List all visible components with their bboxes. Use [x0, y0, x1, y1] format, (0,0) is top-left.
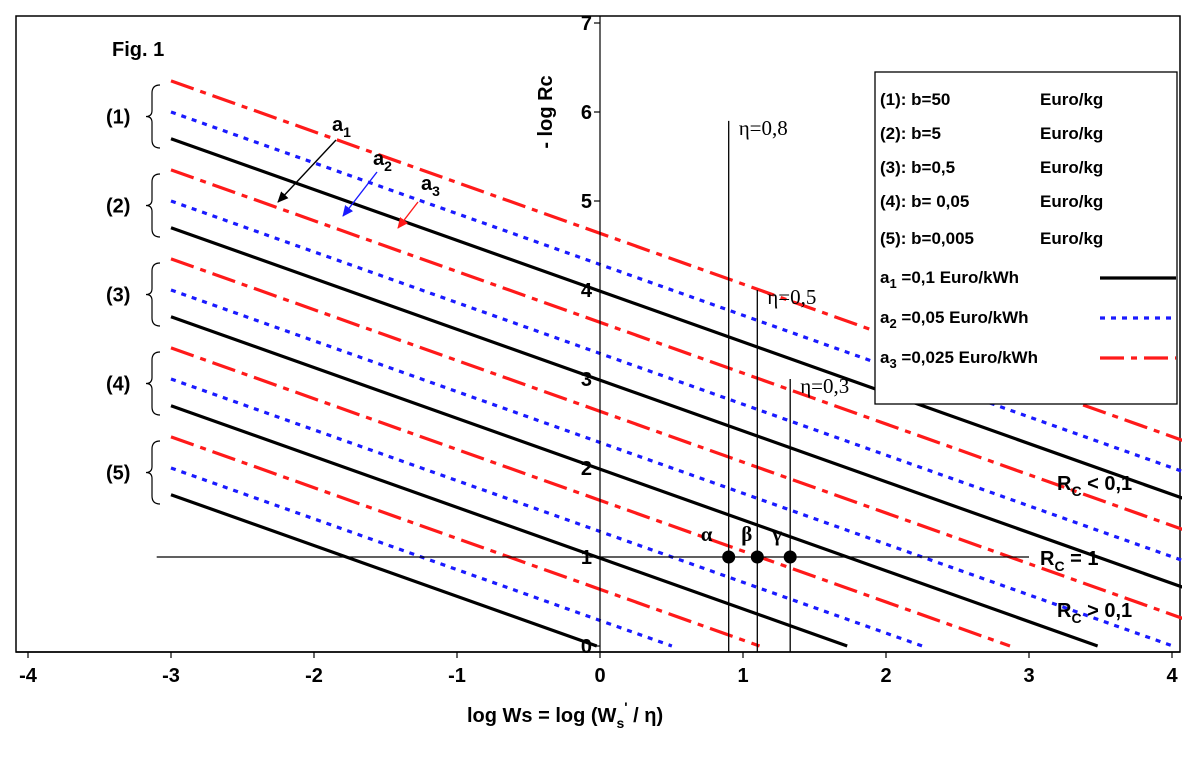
group-label-4: (4) — [106, 374, 130, 396]
series-line-a1-group-2 — [170, 226, 1182, 589]
group-brace-1 — [145, 84, 161, 149]
eta-label-1: η=0,5 — [767, 285, 816, 309]
series-line-a2-group-2 — [170, 199, 1182, 562]
axes — [16, 16, 1180, 658]
x-tick-label: 4 — [1166, 665, 1178, 687]
group-label-5: (5) — [106, 463, 130, 485]
y-tick-label: 6 — [581, 102, 592, 124]
series-line-a3-group-5 — [170, 435, 761, 648]
arrow-a3 — [397, 201, 419, 229]
group-braces: (1) (2) (3) (4) (5) — [106, 84, 161, 505]
series-line-a3-group-4 — [170, 346, 1011, 648]
x-axis-title: log Ws = log (Ws' / η) — [467, 699, 663, 731]
tick-labels: -4 -3 -2 -1 0 1 2 3 4 0 1 2 3 4 5 6 7 — [19, 13, 1178, 687]
legend-group-5: (5): b=0,005 — [880, 229, 974, 248]
arrow-label-a2: a2 — [373, 148, 392, 174]
point-0 — [722, 550, 736, 564]
eta-layer: η=0,8 η=0,5 η=0,3 α β γ — [701, 116, 849, 652]
group-brace-4 — [145, 351, 161, 416]
eta-label-0: η=0,8 — [739, 116, 788, 140]
series-line-a3-group-2 — [170, 168, 1182, 531]
legend-series: a1 =0,1 Euro/kWh a2 =0,05 Euro/kWh a3 =0,0… — [880, 268, 1176, 371]
legend-group-4: (4): b= 0,05 — [880, 192, 969, 211]
point-label-2: γ — [771, 522, 782, 546]
arrow-a2 — [342, 171, 378, 217]
x-axis-title-sup: ' — [624, 699, 627, 715]
arrow-annotations: a1 a2 a3 — [277, 114, 440, 229]
x-tick-label: 0 — [594, 665, 605, 687]
y-tick-label: 1 — [581, 547, 592, 569]
x-axis-title-end: / η) — [628, 705, 664, 727]
legend-group-2: (2): b=5 — [880, 124, 941, 143]
legend-group-unit-1: Euro/kg — [1040, 90, 1103, 109]
arrow-label-a3: a3 — [421, 173, 440, 199]
group-label-1: (1) — [106, 107, 130, 129]
x-tick-label: 2 — [880, 665, 891, 687]
point-2 — [783, 550, 797, 564]
rc-greater-label: RC > 0,1 — [1057, 600, 1132, 626]
legend-group-3: (3): b=0,5 — [880, 158, 955, 177]
group-brace-3 — [145, 262, 161, 327]
series-line-a2-group-4 — [170, 377, 923, 648]
legend-group-unit-3: Euro/kg — [1040, 158, 1103, 177]
series-line-a1-group-4 — [170, 404, 848, 648]
point-label-1: β — [741, 522, 752, 546]
x-axis-title-sub: s — [616, 715, 624, 731]
eta-label-2: η=0,3 — [800, 374, 849, 398]
series-line-a1-group-3 — [170, 315, 1099, 648]
x-tick-label: -2 — [305, 665, 323, 687]
point-1 — [750, 550, 764, 564]
arrow-label-a1: a1 — [332, 114, 351, 140]
group-brace-5 — [145, 440, 161, 505]
rc-less-label: RC < 0,1 — [1057, 473, 1132, 499]
x-tick-label: -3 — [162, 665, 180, 687]
y-tick-label: 5 — [581, 191, 592, 213]
y-tick-label: 0 — [581, 636, 592, 658]
legend-series-label-a3: a3 =0,025 Euro/kWh — [880, 348, 1038, 371]
x-tick-label: -1 — [448, 665, 466, 687]
rc-equal-label: RC = 1 — [1040, 548, 1099, 574]
y-tick-label: 7 — [581, 13, 592, 35]
legend-group-unit-5: Euro/kg — [1040, 229, 1103, 248]
legend-group-unit-2: Euro/kg — [1040, 124, 1103, 143]
y-tick-label: 2 — [581, 458, 592, 480]
x-tick-label: 1 — [737, 665, 748, 687]
series-line-a2-group-1 — [170, 110, 1182, 473]
group-label-2: (2) — [106, 196, 130, 218]
arrow-a1 — [277, 139, 337, 203]
legend-series-label-a1: a1 =0,1 Euro/kWh — [880, 268, 1019, 291]
chart-title: Fig. 1 — [112, 39, 164, 61]
legend-group-unit-4: Euro/kg — [1040, 192, 1103, 211]
legend-groups: (1): b=50 Euro/kg (2): b=5 Euro/kg (3): b=0,… — [880, 90, 1103, 248]
group-brace-2 — [145, 173, 161, 238]
x-tick-label: 3 — [1023, 665, 1034, 687]
y-tick-label: 4 — [581, 280, 593, 302]
group-label-3: (3) — [106, 285, 130, 307]
legend-group-1: (1): b=50 — [880, 90, 950, 109]
legend: (1): b=50 Euro/kg (2): b=5 Euro/kg (3): b=0,… — [874, 71, 1178, 405]
series-line-a1-group-5 — [170, 493, 598, 648]
legend-box — [874, 71, 1178, 405]
y-tick-label: 3 — [581, 369, 592, 391]
series-line-a2-group-3 — [170, 288, 1174, 648]
y-axis-title: - log Rc — [535, 75, 557, 148]
legend-series-label-a2: a2 =0,05 Euro/kWh — [880, 308, 1029, 331]
point-label-0: α — [701, 522, 713, 546]
series-line-a3-group-3 — [170, 257, 1182, 620]
x-tick-label: -4 — [19, 665, 38, 687]
x-axis-title-main: log Ws = log (W — [467, 705, 617, 727]
